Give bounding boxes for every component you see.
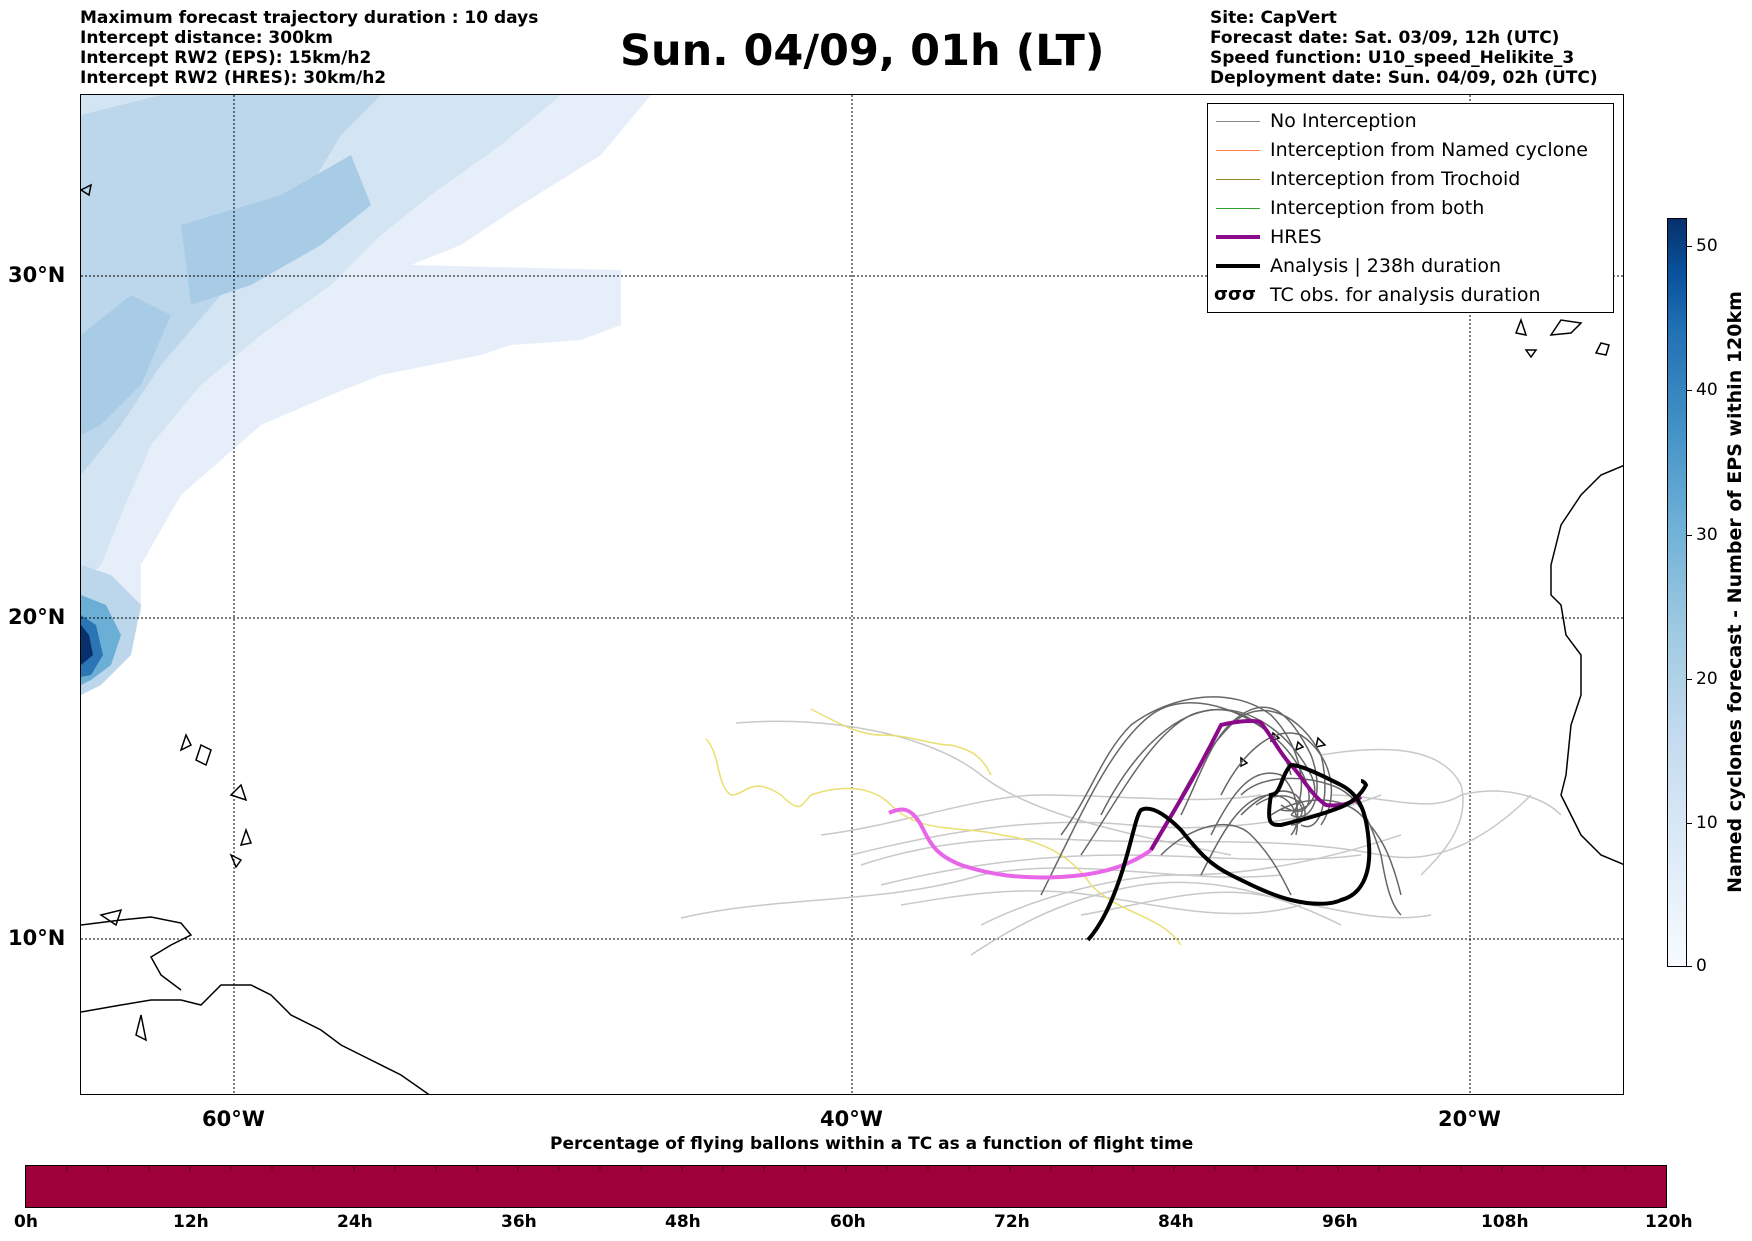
flight-tick-96h: 96h <box>1322 1212 1358 1232</box>
cyclone-symbols-icon: σσσ <box>1214 284 1257 305</box>
colorbar-tick-30: 30 <box>1696 525 1718 545</box>
cyclone-density-field <box>81 95 651 695</box>
legend-item-no-interception: No Interception <box>1208 107 1613 136</box>
flight-tick-0h: 0h <box>14 1212 38 1232</box>
legend-label: No Interception <box>1270 110 1417 132</box>
colorbar-tickmark <box>1687 679 1692 680</box>
coastlines <box>81 183 1623 1094</box>
flight-bar-title: Percentage of flying ballons within a TC… <box>550 1134 1194 1154</box>
legend-item-both: Interception from both <box>1208 194 1613 223</box>
map-legend: No Interception Interception from Named … <box>1207 103 1614 313</box>
colorbar-tickmark <box>1687 535 1692 536</box>
colorbar-tick-20: 20 <box>1696 669 1718 689</box>
legend-label: HRES <box>1270 226 1322 248</box>
colorbar-tick-0: 0 <box>1696 956 1707 976</box>
legend-line <box>1216 264 1260 268</box>
info-line: Deployment date: Sun. 04/09, 02h (UTC) <box>1210 68 1598 88</box>
legend-label: Interception from Trochoid <box>1270 168 1521 190</box>
info-line: Intercept RW2 (HRES): 30km/h2 <box>80 68 387 88</box>
legend-item-trochoid: Interception from Trochoid <box>1208 165 1613 194</box>
grid-lines <box>81 95 1623 1094</box>
info-line: Intercept RW2 (EPS): 15km/h2 <box>80 48 372 68</box>
colorbar-tickmark <box>1687 390 1692 391</box>
colorbar-tickmark <box>1687 823 1692 824</box>
colorbar-tickmark <box>1687 246 1692 247</box>
lon-label-20w: 20°W <box>1438 1107 1501 1131</box>
legend-line <box>1216 235 1260 239</box>
legend-label: Interception from both <box>1270 197 1485 219</box>
flight-tick-36h: 36h <box>501 1212 537 1232</box>
legend-item-hres: HRES <box>1208 223 1613 252</box>
info-line: Intercept distance: 300km <box>80 28 333 48</box>
legend-item-analysis: Analysis | 238h duration <box>1208 252 1613 281</box>
legend-line <box>1216 208 1260 209</box>
flight-tick-72h: 72h <box>994 1212 1030 1232</box>
flight-tick-84h: 84h <box>1158 1212 1194 1232</box>
colorbar-tickmark <box>1687 966 1692 967</box>
flight-tick-24h: 24h <box>337 1212 373 1232</box>
analysis-trajectory <box>1086 762 1372 942</box>
colorbar-label: Named cyclones forecast - Number of EPS … <box>1724 291 1746 893</box>
info-line: Maximum forecast trajectory duration : 1… <box>80 8 539 28</box>
page-title: Sun. 04/09, 01h (LT) <box>620 26 1105 76</box>
info-line: Site: CapVert <box>1210 8 1337 28</box>
hres-trajectory <box>888 718 1363 880</box>
flight-tick-48h: 48h <box>665 1212 701 1232</box>
flight-tick-60h: 60h <box>830 1212 866 1232</box>
colorbar-tick-50: 50 <box>1696 236 1718 256</box>
legend-line <box>1216 121 1260 122</box>
forecast-parameters: Maximum forecast trajectory duration : 1… <box>80 8 538 88</box>
colorbar-tick-10: 10 <box>1696 813 1718 833</box>
site-parameters: Site: CapVert Forecast date: Sat. 03/09,… <box>1210 8 1598 88</box>
legend-item-tc-obs: σσσ TC obs. for analysis duration <box>1208 281 1613 310</box>
yellow-trajectory <box>705 708 1182 946</box>
lon-label-40w: 40°W <box>820 1107 883 1131</box>
flight-time-bar <box>25 1165 1667 1208</box>
ensemble-trajectories-light <box>680 720 1562 956</box>
legend-label: TC obs. for analysis duration <box>1270 284 1541 306</box>
colorbar-tick-40: 40 <box>1696 380 1718 400</box>
lat-label-10n: 10°N <box>8 926 66 950</box>
info-line: Speed function: U10_speed_Helikite_3 <box>1210 48 1575 68</box>
lat-label-20n: 20°N <box>8 605 66 629</box>
legend-line <box>1216 179 1260 180</box>
cyclone-count-colorbar <box>1667 218 1687 967</box>
flight-tick-12h: 12h <box>173 1212 209 1232</box>
legend-item-named-cyclone: Interception from Named cyclone <box>1208 136 1613 165</box>
map-canvas <box>81 95 1623 1094</box>
flight-tick-108h: 108h <box>1481 1212 1529 1232</box>
flight-tick-120h: 120h <box>1645 1212 1693 1232</box>
lat-label-30n: 30°N <box>8 263 66 287</box>
info-line: Forecast date: Sat. 03/09, 12h (UTC) <box>1210 28 1560 48</box>
lon-label-60w: 60°W <box>202 1107 265 1131</box>
legend-label: Analysis | 238h duration <box>1270 255 1502 277</box>
legend-line <box>1216 150 1260 151</box>
legend-label: Interception from Named cyclone <box>1270 139 1588 161</box>
flight-bar-fill <box>26 1166 1666 1207</box>
